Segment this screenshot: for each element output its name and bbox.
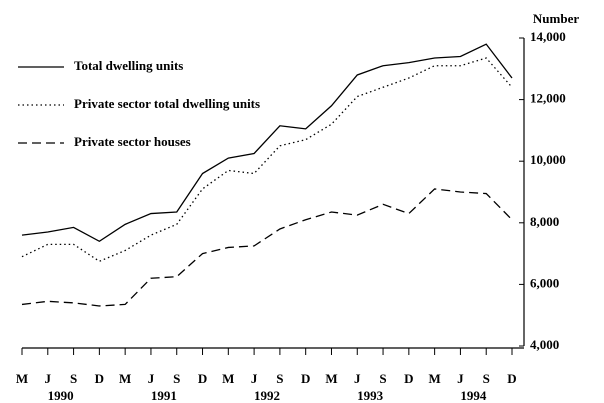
x-tick-label: M [428, 371, 440, 386]
x-tick-label: M [222, 371, 234, 386]
x-tick-label: S [379, 371, 386, 386]
x-tick-label: J [354, 371, 361, 386]
x-tick-label: J [45, 371, 52, 386]
y-tick-label: 4,000 [530, 337, 559, 352]
series-line [21, 43, 513, 243]
series-line [21, 188, 513, 307]
x-tick-label: S [276, 371, 283, 386]
x-tick-label: S [173, 371, 180, 386]
legend-label: Private sector houses [74, 134, 191, 149]
year-label: 1994 [460, 388, 487, 403]
x-tick-label: D [507, 371, 516, 386]
x-tick-label: D [198, 371, 207, 386]
x-tick-label: M [16, 371, 28, 386]
year-label: 1990 [48, 388, 74, 403]
x-tick-label: J [457, 371, 464, 386]
x-tick-label: D [404, 371, 413, 386]
x-tick-label: J [251, 371, 258, 386]
legend-label: Private sector total dwelling units [74, 96, 260, 111]
y-tick-label: 14,000 [530, 29, 566, 44]
x-tick-label: S [70, 371, 77, 386]
x-tick-label: D [95, 371, 104, 386]
y-tick-label: 8,000 [530, 214, 559, 229]
year-label: 1991 [151, 388, 177, 403]
x-tick-label: M [325, 371, 337, 386]
x-tick-label: S [483, 371, 490, 386]
x-tick-label: J [148, 371, 155, 386]
x-tick-label: M [119, 371, 131, 386]
year-label: 1992 [254, 388, 280, 403]
y-tick-label: 6,000 [530, 275, 559, 290]
x-tick-label: D [301, 371, 310, 386]
y-axis-label: Number [533, 11, 579, 26]
legend-label: Total dwelling units [74, 58, 183, 73]
year-label: 1993 [357, 388, 384, 403]
series-line [21, 57, 513, 263]
y-tick-label: 10,000 [530, 152, 566, 167]
y-tick-label: 12,000 [530, 91, 566, 106]
